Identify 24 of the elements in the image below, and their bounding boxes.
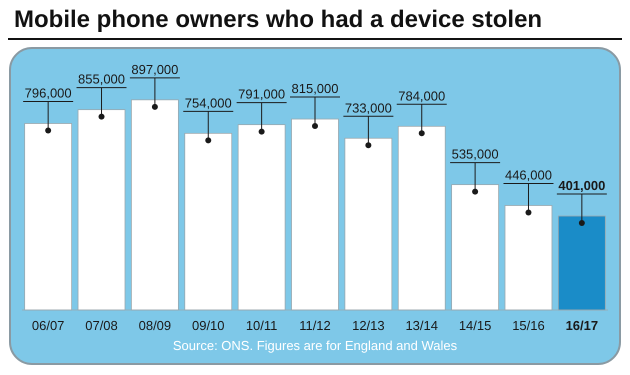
data-label: 791,000 [238,86,286,102]
data-label: 446,000 [504,168,552,182]
x-tick-label: 13/14 [405,318,438,333]
data-label: 401,000 [558,178,606,194]
x-tick-label: 14/15 [458,318,492,333]
x-tick-label: 06/07 [32,318,64,333]
x-tick-label: 09/10 [192,318,225,333]
data-label: 754,000 [184,95,232,110]
data-label: 733,000 [344,100,392,116]
x-tick-label: 15/16 [512,318,545,333]
data-label: 796,000 [24,85,72,100]
x-tick-label: 16/17 [566,318,598,333]
source-note: Source: ONS. Figures are for England and Wales [172,338,458,353]
x-tick-label: 08/09 [138,318,172,333]
data-label: 855,000 [78,72,126,87]
x-tick-label: 11/12 [299,318,331,333]
x-tick-label: 12/13 [352,318,385,333]
data-label: 897,000 [131,62,178,77]
data-label: 784,000 [398,88,446,104]
data-label: 535,000 [452,146,499,162]
data-label: 815,000 [292,81,338,96]
x-tick-label: 07/08 [85,318,118,333]
x-tick-label: 10/11 [246,318,278,333]
chart-title: Mobile phone owners who had a device stolen [14,6,542,33]
